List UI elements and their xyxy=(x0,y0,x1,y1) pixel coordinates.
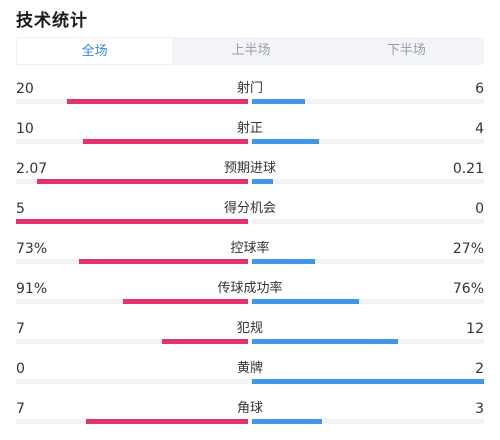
home-bar xyxy=(16,219,248,224)
stat-label: 犯规 xyxy=(236,321,263,336)
home-value: 5 xyxy=(16,201,25,217)
stat-row-expected-goals: 2.07 预期进球 0.21 xyxy=(16,160,484,200)
stat-label: 射正 xyxy=(236,121,263,136)
home-bar-track xyxy=(16,139,248,144)
home-bar-track xyxy=(16,219,248,224)
stat-label: 射门 xyxy=(236,81,263,96)
home-value: 73% xyxy=(16,241,48,257)
stat-label: 得分机会 xyxy=(223,201,276,216)
home-bar xyxy=(85,419,248,424)
away-bar-track xyxy=(252,219,484,224)
stat-label: 控球率 xyxy=(230,241,270,256)
away-value: 76% xyxy=(452,281,484,297)
page-title: 技术统计 xyxy=(16,11,88,31)
away-bar-track xyxy=(252,179,484,184)
away-bar xyxy=(252,139,320,144)
home-value: 20 xyxy=(16,81,34,97)
away-value: 4 xyxy=(475,121,484,137)
away-bar xyxy=(252,99,306,104)
away-bar xyxy=(252,179,273,184)
stat-row-possession: 73% 控球率 27% xyxy=(16,240,484,280)
away-value: 12 xyxy=(466,321,484,337)
away-bar-track xyxy=(252,139,484,144)
home-bar-track xyxy=(16,419,248,424)
tab-full-match[interactable]: 全场 xyxy=(16,37,174,65)
stat-label: 角球 xyxy=(236,401,263,416)
away-bar-track xyxy=(252,419,484,424)
stats-list: 20 射门 6 10 射正 4 2.07 预期进球 0.21 5 得分机会 0 … xyxy=(16,80,484,440)
away-value: 0 xyxy=(475,201,484,217)
stat-row-yellow-cards: 0 黄牌 2 xyxy=(16,360,484,400)
home-bar xyxy=(162,339,248,344)
home-value: 91% xyxy=(16,281,48,297)
home-value: 0 xyxy=(16,361,25,377)
home-bar xyxy=(67,99,248,104)
home-bar-track xyxy=(16,299,248,304)
away-value: 27% xyxy=(452,241,484,257)
home-bar-track xyxy=(16,379,248,384)
away-bar-track xyxy=(252,299,484,304)
home-value: 2.07 xyxy=(16,161,48,177)
away-bar xyxy=(252,379,484,384)
stat-row-shots-on-target: 10 射正 4 xyxy=(16,120,484,160)
away-bar xyxy=(252,259,315,264)
stat-row-shots: 20 射门 6 xyxy=(16,80,484,120)
home-bar-track xyxy=(16,339,248,344)
home-bar-track xyxy=(16,259,248,264)
period-tabs: 全场 上半场 下半场 xyxy=(16,37,484,65)
tab-first-half[interactable]: 上半场 xyxy=(231,43,271,58)
stat-label: 传球成功率 xyxy=(217,281,283,296)
stat-row-big-chances: 5 得分机会 0 xyxy=(16,200,484,240)
home-value: 7 xyxy=(16,321,25,337)
home-bar-track xyxy=(16,99,248,104)
stat-row-corners: 7 角球 3 xyxy=(16,400,484,440)
stat-label: 预期进球 xyxy=(223,161,276,176)
home-value: 10 xyxy=(16,121,34,137)
away-value: 2 xyxy=(475,361,484,377)
home-bar xyxy=(36,179,248,184)
home-bar-track xyxy=(16,179,248,184)
stat-row-fouls: 7 犯规 12 xyxy=(16,320,484,360)
away-value: 3 xyxy=(475,401,484,417)
home-bar xyxy=(122,299,248,304)
away-bar xyxy=(252,419,322,424)
stat-row-pass-accuracy: 91% 传球成功率 76% xyxy=(16,280,484,320)
home-bar xyxy=(78,259,248,264)
away-bar xyxy=(252,299,359,304)
away-bar-track xyxy=(252,339,484,344)
away-bar-track xyxy=(252,99,484,104)
away-value: 6 xyxy=(475,81,484,97)
away-bar-track xyxy=(252,259,484,264)
stat-label: 黄牌 xyxy=(236,361,263,376)
away-bar-track xyxy=(252,379,484,384)
away-bar xyxy=(252,339,399,344)
tab-second-half[interactable]: 下半场 xyxy=(386,43,426,58)
away-value: 0.21 xyxy=(452,161,484,177)
home-bar xyxy=(83,139,248,144)
home-value: 7 xyxy=(16,401,25,417)
